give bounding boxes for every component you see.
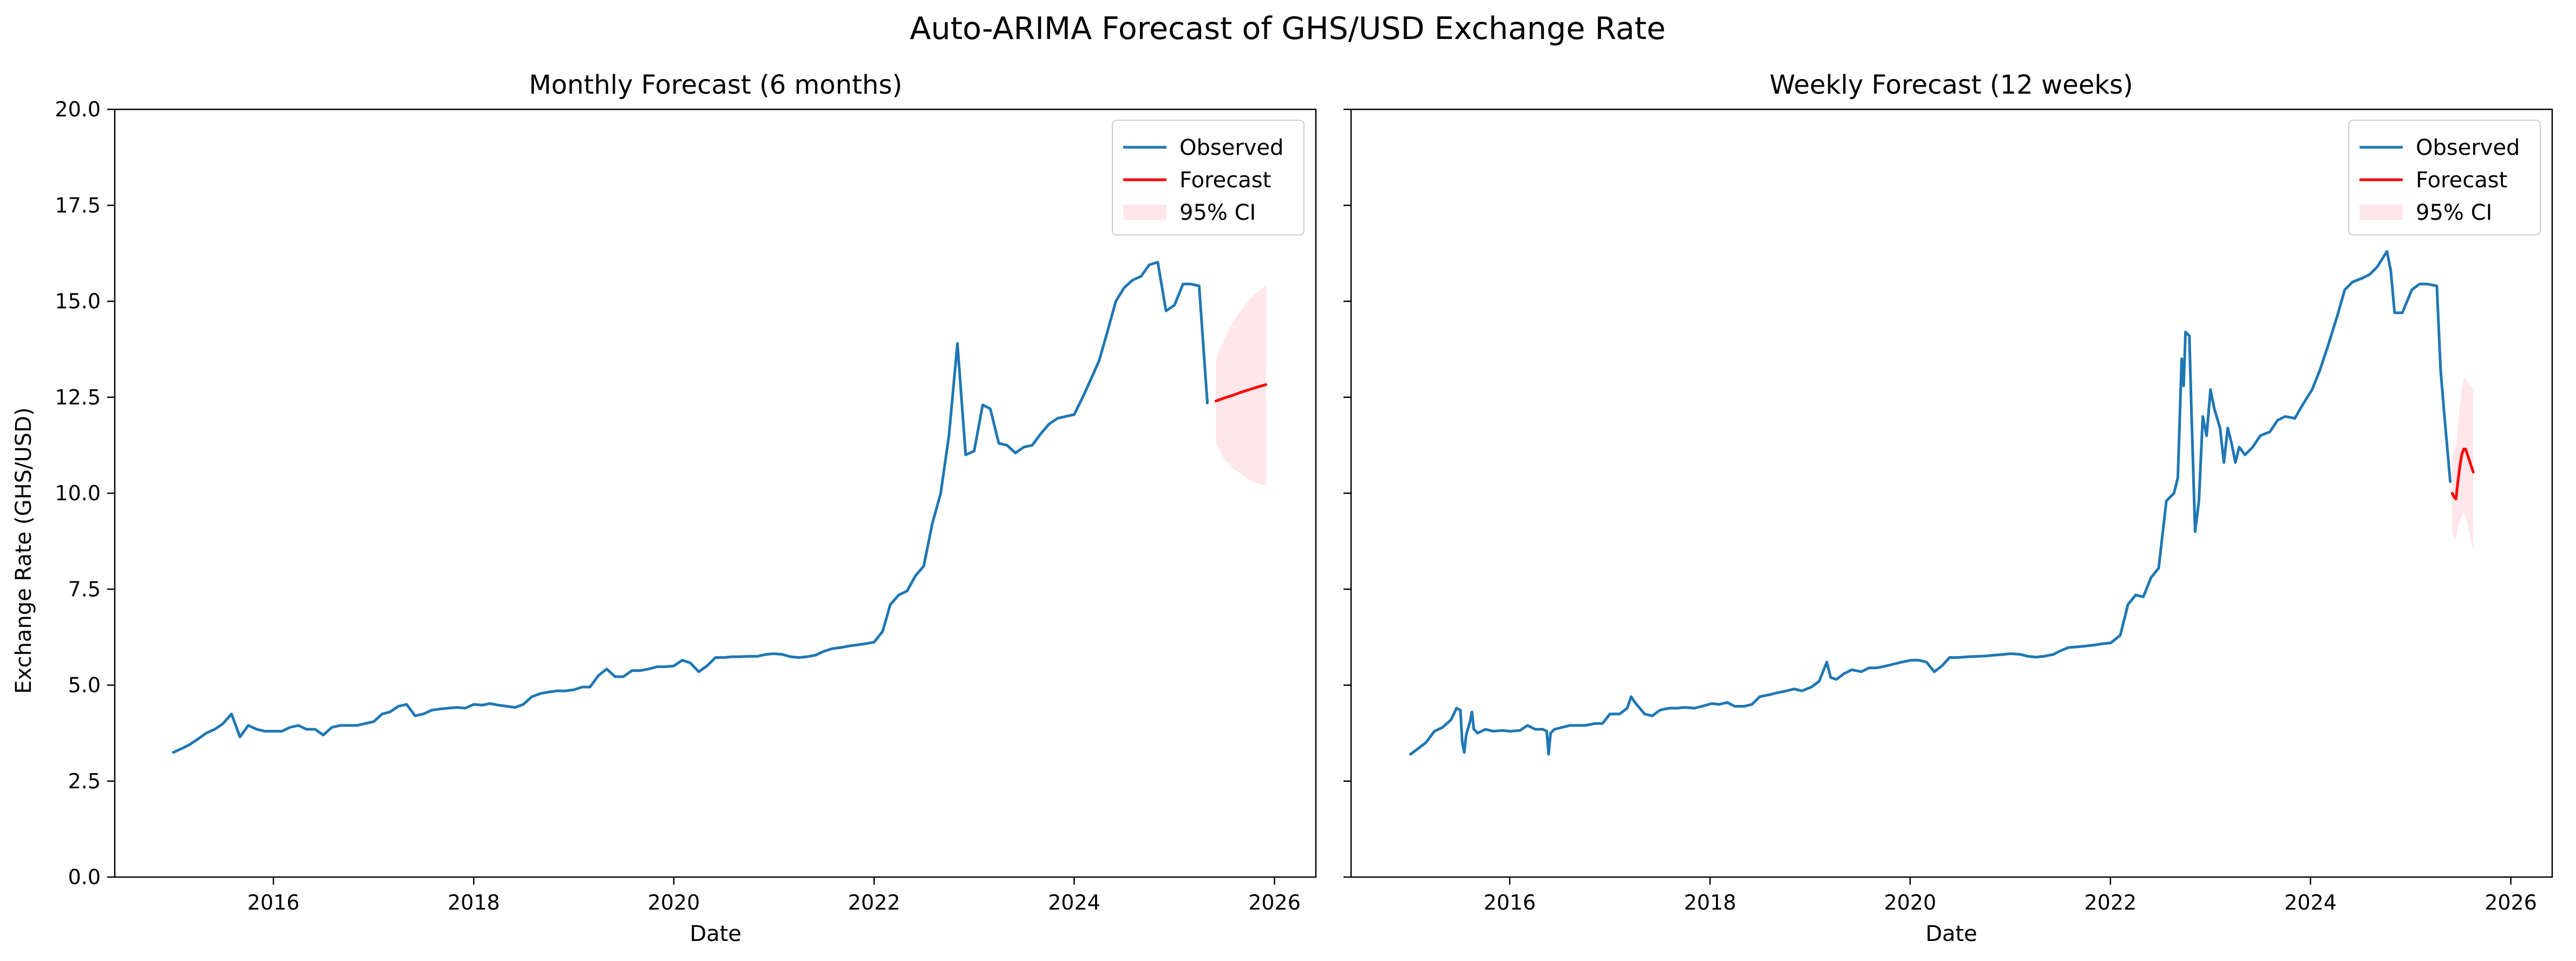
monthly-forecast-panel: Monthly Forecast (6 months) Date Exchang… xyxy=(11,70,1317,946)
monthly-panel-title: Monthly Forecast (6 months) xyxy=(529,70,902,100)
legend-swatch-monthly-2 xyxy=(1123,205,1166,220)
legend-box-weekly xyxy=(2348,120,2541,236)
y-tick-label-0: 0.0 xyxy=(68,865,101,889)
legend-label-monthly-1: Forecast xyxy=(1179,168,1271,193)
y-tick-label-8: 20.0 xyxy=(55,97,101,121)
monthly-plot-area: 2016 2018 2020 2022 2024 2026 0.0 2.5 5.0 7.5 10.0… xyxy=(55,97,1317,914)
x-tick-label-weekly-2018: 2018 xyxy=(1684,891,1736,914)
legend-label-monthly-0: Observed xyxy=(1179,135,1283,160)
y-tick-label-7: 17.5 xyxy=(55,193,101,217)
x-tick-label-weekly-2026: 2026 xyxy=(2485,891,2537,914)
observed-line-monthly xyxy=(172,260,1209,754)
y-tick-label-6: 15.0 xyxy=(55,290,101,313)
weekly-panel-title: Weekly Forecast (12 weeks) xyxy=(1769,70,2133,100)
x-tick-label-monthly-2018: 2018 xyxy=(448,891,500,914)
weekly-x-axis-label: Date xyxy=(1925,921,1977,946)
weekly-plot-area: 2016 2018 2020 2022 2024 2026 Observed Forecast… xyxy=(1343,108,2553,914)
x-tick-label-monthly-2022: 2022 xyxy=(848,891,901,914)
forecast-line-monthly xyxy=(1214,383,1268,403)
legend-label-weekly-0: Observed xyxy=(2416,135,2520,160)
y-tick-label-4: 10.0 xyxy=(55,481,101,505)
legend-swatch-weekly-2 xyxy=(2359,205,2403,220)
forecast-line-weekly xyxy=(2450,448,2475,501)
legend-label-weekly-1: Forecast xyxy=(2416,168,2507,193)
monthly-x-axis-label: Date xyxy=(690,921,742,946)
y-tick-label-5: 12.5 xyxy=(55,385,101,409)
x-tick-label-monthly-2020: 2020 xyxy=(647,891,700,914)
x-tick-label-weekly-2024: 2024 xyxy=(2284,891,2337,914)
figure-title: Auto-ARIMA Forecast of GHS/USD Exchange … xyxy=(910,11,1666,47)
legend-monthly: Observed Forecast 95% CI xyxy=(1112,120,1305,236)
x-tick-label-weekly-2022: 2022 xyxy=(2085,891,2137,914)
observed-line-weekly xyxy=(1409,250,2452,756)
y-tick-label-2: 5.0 xyxy=(68,674,101,697)
legend-box-monthly xyxy=(1112,120,1305,236)
x-tick-label-monthly-2016: 2016 xyxy=(247,891,300,914)
y-axis-label: Exchange Rate (GHS/USD) xyxy=(11,407,36,694)
y-tick-label-3: 7.5 xyxy=(68,577,101,601)
x-tick-label-weekly-2016: 2016 xyxy=(1484,891,1536,914)
legend-label-weekly-2: 95% CI xyxy=(2416,200,2492,225)
weekly-forecast-panel: Weekly Forecast (12 weeks) Date 2016 2018… xyxy=(1343,70,2553,946)
x-tick-label-monthly-2024: 2024 xyxy=(1048,891,1100,914)
ci-band-monthly xyxy=(1216,286,1266,486)
y-tick-label-1: 2.5 xyxy=(68,769,101,793)
x-tick-label-weekly-2020: 2020 xyxy=(1884,891,1936,914)
ci-band-weekly xyxy=(2452,378,2474,551)
x-tick-label-monthly-2026: 2026 xyxy=(1248,891,1301,914)
legend-label-monthly-2: 95% CI xyxy=(1179,200,1256,225)
legend-weekly: Observed Forecast 95% CI xyxy=(2348,120,2541,236)
